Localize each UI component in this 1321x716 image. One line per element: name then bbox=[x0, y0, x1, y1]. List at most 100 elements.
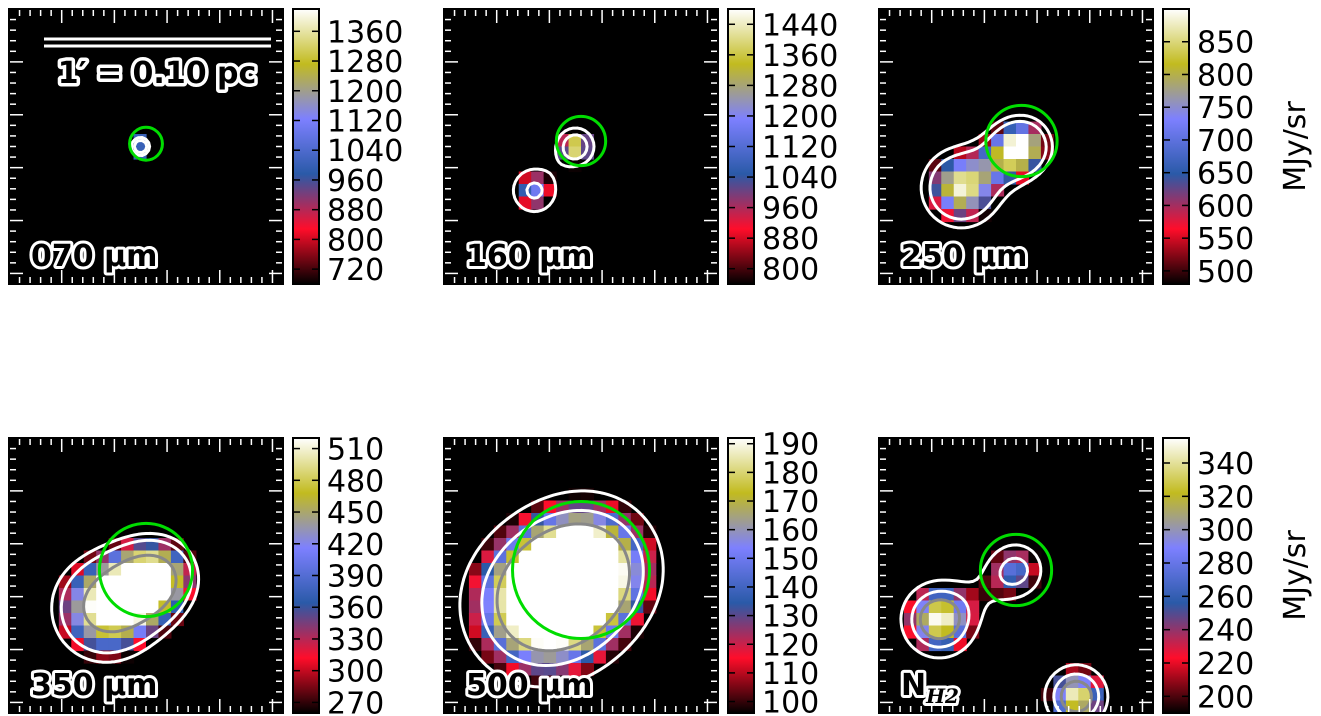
map-pixel bbox=[556, 563, 570, 577]
map-pixel bbox=[568, 663, 582, 677]
map-pixel bbox=[593, 600, 607, 614]
aperture-circle bbox=[97, 521, 195, 619]
contour-line bbox=[910, 556, 1101, 713]
map-pixel bbox=[481, 638, 495, 652]
colorbar-tick-label: 1200 bbox=[327, 75, 403, 110]
map-pixel bbox=[71, 600, 85, 614]
map-pixel bbox=[1016, 146, 1030, 160]
map-pixel bbox=[953, 196, 967, 210]
map-pixel bbox=[481, 588, 495, 602]
contour-line bbox=[458, 489, 665, 689]
map-pixel bbox=[1065, 688, 1079, 702]
colorbar-tick-label: 330 bbox=[327, 623, 384, 658]
panel-frame bbox=[8, 437, 284, 714]
colorbar-gradient bbox=[1162, 437, 1190, 714]
map-pixel bbox=[928, 600, 942, 614]
map-pixel bbox=[531, 550, 545, 564]
map-pixel bbox=[593, 575, 607, 589]
map-pixel bbox=[506, 600, 520, 614]
map-pixel bbox=[1040, 688, 1054, 702]
map-pixel bbox=[581, 663, 595, 677]
map-pixel bbox=[108, 588, 122, 602]
aperture-circle bbox=[978, 532, 1054, 608]
map-pixel bbox=[493, 650, 507, 664]
map-pixel bbox=[605, 638, 619, 652]
map-pixel bbox=[518, 575, 532, 589]
map-pixel bbox=[71, 588, 85, 602]
map-pixel bbox=[593, 650, 607, 664]
map-pixel bbox=[158, 588, 172, 602]
map-pixel bbox=[543, 588, 557, 602]
colorbar-tick-label: 720 bbox=[327, 253, 384, 288]
colorbar-tick-label: 880 bbox=[327, 194, 384, 229]
colorbar-tick-label: 100 bbox=[762, 686, 819, 716]
map-pixel bbox=[121, 563, 135, 577]
map-pixel bbox=[518, 625, 532, 639]
map-pixel bbox=[605, 588, 619, 602]
map-pixel bbox=[468, 575, 482, 589]
map-pixel bbox=[630, 625, 644, 639]
map-pixel bbox=[543, 600, 557, 614]
colorbar-gradient bbox=[1162, 8, 1190, 285]
colorbar-tick-label: 1440 bbox=[762, 8, 838, 43]
colorbar-tick-label: 160 bbox=[762, 514, 819, 549]
axis-ticks bbox=[879, 9, 1153, 284]
map-pixel bbox=[1003, 146, 1017, 160]
colorbar-tick-label: 1280 bbox=[327, 45, 403, 80]
colorbar-tick-label: 270 bbox=[327, 686, 384, 716]
map-pixel bbox=[916, 613, 930, 627]
map-pixel bbox=[108, 563, 122, 577]
map-pixel bbox=[543, 650, 557, 664]
colorbar-tick-label: 240 bbox=[1197, 614, 1254, 649]
map-pixel bbox=[468, 625, 482, 639]
contour-line bbox=[918, 598, 1093, 713]
map-pixel bbox=[991, 134, 1005, 148]
colorbar-tick-label: 140 bbox=[762, 571, 819, 606]
map-pixel bbox=[531, 650, 545, 664]
colorbar-tick-label: 1360 bbox=[762, 39, 838, 74]
aperture-circle bbox=[984, 103, 1059, 179]
map-pixel bbox=[593, 513, 607, 527]
colorbar-tick-label: 800 bbox=[1197, 58, 1254, 93]
map-pixel bbox=[630, 513, 644, 527]
panel-label-text: N bbox=[901, 668, 926, 703]
map-pixel bbox=[468, 600, 482, 614]
map-pixel bbox=[941, 196, 955, 210]
map-pixel bbox=[941, 171, 955, 185]
map-pixel bbox=[481, 650, 495, 664]
colorbar-tick-label: 170 bbox=[762, 485, 819, 520]
map-pixel bbox=[108, 613, 122, 627]
map-pixel bbox=[966, 184, 980, 198]
map-pixel bbox=[568, 600, 582, 614]
map-pixel bbox=[531, 625, 545, 639]
map-pixel bbox=[581, 575, 595, 589]
map-pixel bbox=[493, 550, 507, 564]
map-pixel bbox=[630, 613, 644, 627]
map-pixel bbox=[71, 575, 85, 589]
map-pixel bbox=[568, 588, 582, 602]
map-pixel bbox=[468, 613, 482, 627]
panel-4: 350 μm bbox=[8, 437, 284, 714]
contour-line bbox=[511, 126, 596, 214]
map-pixel bbox=[941, 575, 955, 589]
contour-line bbox=[928, 119, 1048, 221]
map-pixel bbox=[568, 550, 582, 564]
map-pixel bbox=[556, 663, 570, 677]
map-pixel bbox=[916, 625, 930, 639]
map-pixel bbox=[581, 600, 595, 614]
colorbar-tick-label: 110 bbox=[762, 657, 819, 692]
map-pixel bbox=[1016, 121, 1030, 135]
contours bbox=[129, 136, 152, 157]
map-pixel bbox=[581, 538, 595, 552]
colorbar-tick-label: 300 bbox=[1197, 514, 1254, 549]
contour-line bbox=[50, 531, 201, 664]
panel-label: 350 μm bbox=[31, 668, 157, 703]
colorbar-tick-label: 800 bbox=[762, 253, 819, 288]
map-pixel bbox=[593, 613, 607, 627]
map-pixel bbox=[556, 600, 570, 614]
map-pixel bbox=[146, 563, 160, 577]
colorbar-tick-label: 130 bbox=[762, 600, 819, 635]
